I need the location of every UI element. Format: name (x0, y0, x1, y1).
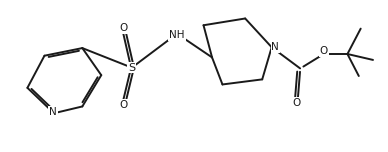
Text: N: N (49, 107, 57, 117)
Text: O: O (320, 47, 328, 56)
Text: O: O (292, 98, 300, 108)
Text: O: O (120, 100, 128, 110)
Text: O: O (120, 23, 128, 33)
Text: NH: NH (169, 30, 185, 40)
Text: S: S (128, 62, 135, 73)
Text: N: N (272, 42, 279, 52)
